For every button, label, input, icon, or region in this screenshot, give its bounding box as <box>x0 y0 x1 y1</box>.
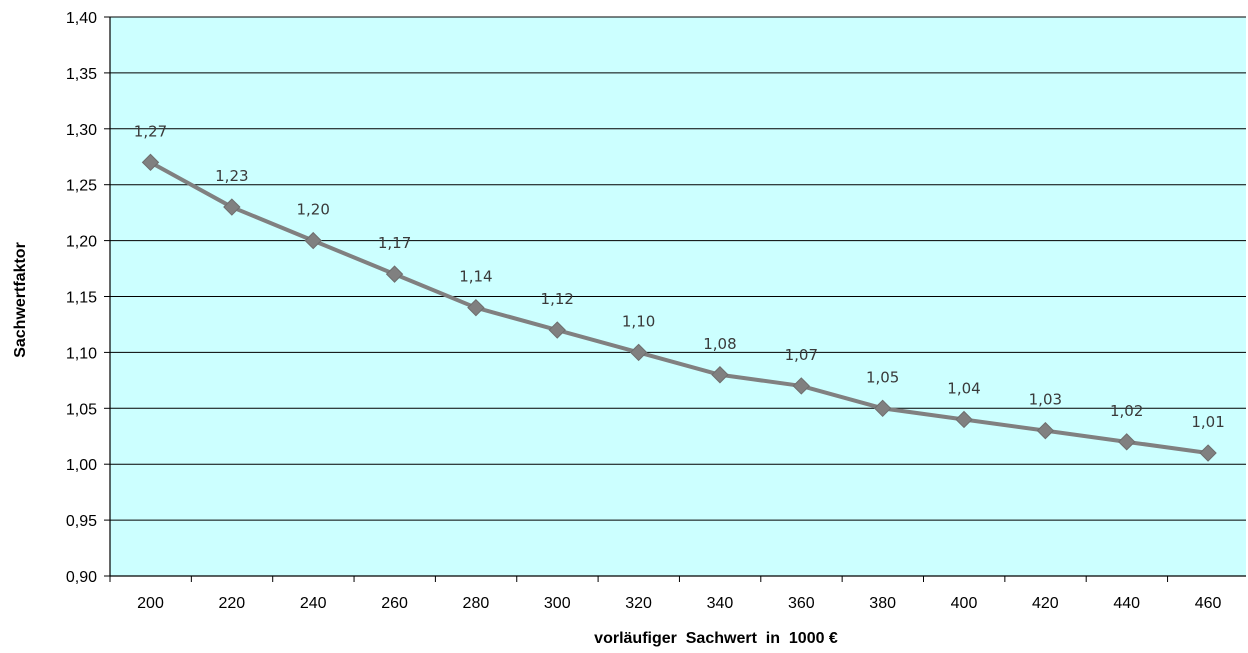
y-axis-title: Sachwertfaktor <box>12 242 29 358</box>
data-label: 1,14 <box>459 268 492 286</box>
x-tick-label: 440 <box>1113 595 1140 612</box>
data-point-marker <box>467 298 485 317</box>
data-point-marker <box>873 399 892 418</box>
y-tick-label: 1,20 <box>66 234 97 251</box>
data-point-marker <box>1117 433 1136 451</box>
data-label: 1,10 <box>622 312 655 330</box>
x-tick-label: 400 <box>951 595 978 612</box>
x-tick-label: 200 <box>137 595 164 612</box>
y-tick-label: 1,10 <box>66 345 97 362</box>
data-point-marker <box>1199 444 1217 462</box>
data-point-marker <box>629 343 648 362</box>
y-tick-label: 1,35 <box>66 66 97 83</box>
x-tick-label: 460 <box>1195 595 1222 612</box>
data-point-marker <box>711 366 729 384</box>
y-tick-label: 1,25 <box>66 178 97 195</box>
data-label: 1,01 <box>1191 413 1224 431</box>
data-point-marker <box>792 377 811 395</box>
data-label: 1,05 <box>866 368 899 386</box>
data-label: 1,20 <box>296 201 329 219</box>
data-point-marker <box>955 410 973 429</box>
data-label: 1,07 <box>785 346 818 364</box>
data-point-marker <box>223 198 241 216</box>
y-tick-label: 1,00 <box>66 457 97 474</box>
x-tick-label: 300 <box>544 595 571 612</box>
y-tick-label: 1,15 <box>66 290 97 307</box>
data-point-marker <box>304 231 322 250</box>
y-tick-label: 1,30 <box>66 122 97 139</box>
x-tick-label: 420 <box>1032 595 1059 612</box>
data-label: 1,17 <box>378 234 411 252</box>
data-point-marker <box>385 265 404 283</box>
x-tick-label: 220 <box>218 595 245 612</box>
data-point-marker <box>1036 421 1055 440</box>
x-tick-label: 380 <box>869 595 896 612</box>
x-tick-label: 240 <box>300 595 327 612</box>
data-point-marker <box>141 153 160 172</box>
y-tick-label: 1,05 <box>66 401 97 418</box>
data-label: 1,04 <box>947 379 980 397</box>
x-tick-label: 280 <box>463 595 490 612</box>
y-tick-label: 0,95 <box>66 513 97 530</box>
x-tick-label: 260 <box>381 595 408 612</box>
x-tick-label: 340 <box>707 595 734 612</box>
data-label: 1,08 <box>703 335 736 353</box>
series-line <box>149 160 1209 456</box>
data-label: 1,12 <box>541 290 574 308</box>
x-tick-label: 320 <box>625 595 652 612</box>
data-point-marker <box>548 321 566 339</box>
data-label: 1,03 <box>1029 391 1062 409</box>
data-label: 1,02 <box>1110 402 1143 420</box>
data-label: 1,23 <box>215 167 248 185</box>
y-tick-label: 1,40 <box>66 10 97 27</box>
x-axis-title: vorläufiger Sachwert in 1000 € <box>594 630 838 647</box>
y-tick-label: 0,90 <box>66 569 97 586</box>
data-label: 1,27 <box>134 122 167 140</box>
x-tick-label: 360 <box>788 595 815 612</box>
